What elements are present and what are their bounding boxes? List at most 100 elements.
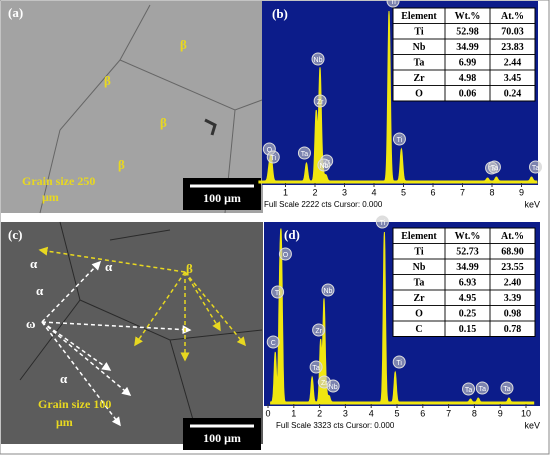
grain-boundaries [19,221,263,445]
peak-label: Ta [491,165,499,172]
peak-marker [266,335,280,349]
x-tick-label: 7 [460,187,465,197]
peak-marker [500,381,514,395]
table-cell-text: 2.44 [504,58,522,69]
table-cell [489,320,536,337]
beta-arrows [38,246,246,362]
table [392,227,536,337]
peak-label: Nb [329,384,338,391]
table-cell-text: O [415,89,423,100]
phase-label: β [118,157,125,172]
table-header: Element [401,11,437,22]
peak-label: Ti [396,360,402,367]
table-header: Wt.% [455,11,481,22]
table-cell-text: Zr [413,73,425,84]
peak-marker [375,215,389,229]
peak-label: Ta [301,151,309,158]
peak-marker [392,132,406,146]
phase-label: α [105,259,113,274]
phase-label: β [186,261,193,276]
peak-label: Ta [503,386,511,393]
panel-label: (b) [272,6,288,21]
peak-marker [278,247,292,261]
grain-size: μm [42,190,59,204]
table-cell-text: O [415,309,423,320]
table-cell-text: 0.15 [459,324,477,335]
x-tick-label: 6 [430,187,435,197]
x-tick-label: 5 [394,408,399,418]
peak-marker [297,146,311,160]
scale-bar-label: 100 μm [203,431,241,445]
scale-bar-label: 100 μm [203,191,241,205]
table-cell-text: 4.95 [459,293,477,304]
x-tick-label: 2 [312,187,317,197]
footer: Full Scale 3323 cts Cursor: 0.000 [276,421,395,430]
phase-label: ω [26,316,36,331]
peak-label: Ta [312,365,320,372]
peak-label: Nb [324,288,333,295]
peak-marker [266,150,280,164]
x-tick-label: 7 [446,408,451,418]
micrograph-a [1,1,263,213]
table-header: At.% [501,11,524,22]
phase-label: α [36,283,44,298]
table-cell-text: 52.73 [456,247,479,258]
grain-size: Grain size 250 [22,174,95,188]
table-cell-text: 52.98 [456,27,479,38]
x-tick-label: 10 [521,408,531,418]
micrograph-c [1,222,263,444]
peak-label: Ta [479,386,487,393]
phase-label: α [30,256,38,271]
peak-label: Ti [270,155,276,162]
x-tick-label: 4 [369,408,374,418]
x-tick-label: 5 [401,187,406,197]
peak-marker [317,158,331,172]
grain-size: μm [56,415,73,429]
table-cell-text: 2.40 [504,278,522,289]
peak-marker [312,323,326,337]
table-cell-text: 4.98 [459,73,477,84]
spectrum [270,228,535,405]
x-tick-label: 2 [317,408,322,418]
peak-marker [313,94,327,108]
peak-label: Ti [380,220,386,227]
peak-marker [392,355,406,369]
table-cell-text: Nb [413,42,426,53]
phase-label: β [180,37,187,52]
table-cell-text: 6.93 [459,278,477,289]
table-cell-text: Ti [414,247,423,258]
peak-label: Ta [532,165,540,172]
peak-label: Zr [317,99,324,106]
spectrum [258,10,538,184]
panel-label: (a) [8,5,23,20]
phase-label: β [160,115,167,130]
peak-marker [311,52,325,66]
phase-label: α [60,371,68,386]
peak-marker [309,360,323,374]
grain-boundaries [39,4,263,214]
table-cell-text: Ta [414,278,425,289]
x-tick-label: 1 [291,408,296,418]
scale-bar-box [183,178,261,210]
table-cell-text: 34.99 [456,262,479,273]
table-cell [489,85,536,102]
table-cell-text: 6.99 [459,58,477,69]
peak-marker [529,160,543,174]
panel-label: (c) [8,227,22,242]
phase-label: β [104,73,111,88]
peak-label: Zr [315,328,322,335]
table-cell-text: 0.24 [504,89,522,100]
table-cell-text: C [415,324,422,335]
omega-arrows [41,260,192,427]
peak-marker [271,285,285,299]
table-header: Element [401,231,437,242]
peak-label: Zr [321,380,328,387]
x-tick-label: 1 [283,187,288,197]
grain-size: Grain size 100 [38,397,111,411]
x-tick-label: 0 [265,408,270,418]
peak-label: Ti [390,0,396,6]
table-cell-text: Zr [413,293,425,304]
